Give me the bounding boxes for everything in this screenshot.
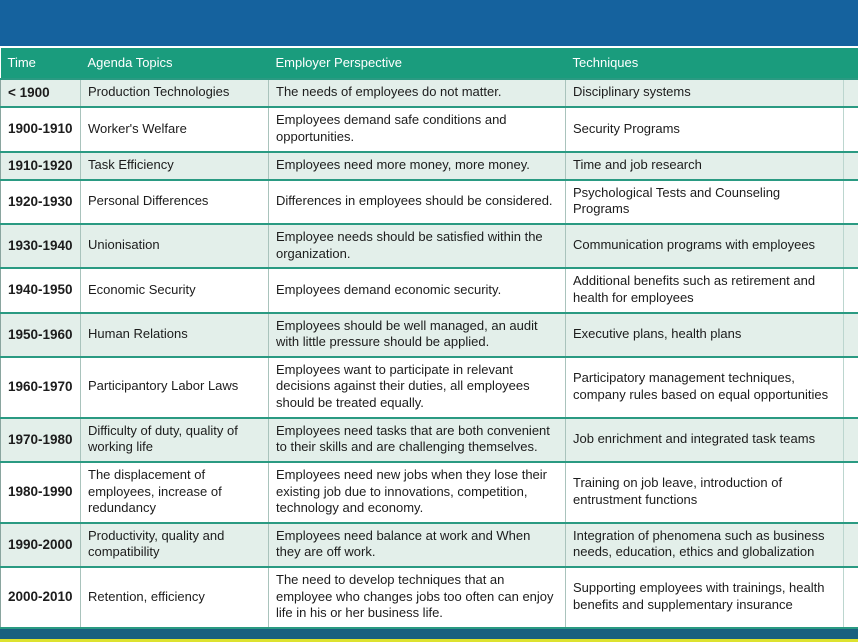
cell-employer: Employees need balance at work and When … — [268, 521, 566, 568]
cell-agenda: Worker's Welfare — [80, 106, 269, 152]
cell-agenda: Retention, efficiency — [80, 566, 269, 627]
table-row: 1970-1980 Difficulty of duty, quality of … — [0, 416, 858, 462]
cell-agenda: Task Efficiency — [80, 150, 269, 180]
cell-employer: The need to develop techniques that an e… — [268, 566, 566, 627]
table-row: 1990-2000 Productivity, quality and compa… — [0, 521, 858, 568]
cell-filler — [843, 150, 858, 180]
cell-employer: Employees should be well managed, an aud… — [268, 311, 566, 357]
cell-techniques: Training on job leave, introduction of e… — [565, 460, 844, 523]
cell-employer: Employees want to participate in relevan… — [268, 355, 566, 418]
divider — [0, 627, 858, 629]
table-row: < 1900 Production Technologies The needs o… — [0, 77, 858, 108]
cell-techniques: Participatory management techniques, com… — [565, 355, 844, 418]
cell-techniques: Additional benefits such as retirement a… — [565, 267, 844, 313]
table-row: 1940-1950 Economic Security Employees dema… — [0, 267, 858, 313]
cell-time: 1910-1920 — [0, 150, 81, 180]
cell-filler — [843, 223, 858, 269]
column-header-techniques: Techniques — [565, 48, 844, 80]
cell-time: 1930-1940 — [0, 223, 81, 269]
cell-agenda: Unionisation — [80, 223, 269, 269]
cell-agenda: The displacement of employees, increase … — [80, 460, 269, 523]
cell-filler — [843, 311, 858, 357]
cell-filler — [843, 460, 858, 523]
cell-techniques: Integration of phenomena such as busines… — [565, 521, 844, 568]
cell-employer: The needs of employees do not matter. — [268, 77, 566, 108]
table-row: 1910-1920 Task Efficiency Employees need m… — [0, 150, 858, 180]
column-header-employer-perspective: Employer Perspective — [268, 48, 566, 80]
table-row: 1920-1930 Personal Differences Differences… — [0, 178, 858, 225]
cell-time: 1970-1980 — [0, 416, 81, 462]
table-row: 1930-1940 Unionisation Employee needs shou… — [0, 223, 858, 269]
cell-time: 1940-1950 — [0, 267, 81, 313]
cell-employer: Employees need more money, more money. — [268, 150, 566, 180]
cell-filler — [843, 178, 858, 225]
cell-time: 1950-1960 — [0, 311, 81, 357]
top-banner-bar — [0, 0, 858, 46]
cell-employer: Employee needs should be satisfied withi… — [268, 223, 566, 269]
table-row: 1900-1910 Worker's Welfare Employees deman… — [0, 106, 858, 152]
cell-filler — [843, 267, 858, 313]
cell-techniques: Supporting employees with trainings, hea… — [565, 566, 844, 627]
cell-techniques: Executive plans, health plans — [565, 311, 844, 357]
divider — [0, 46, 858, 48]
cell-filler — [843, 77, 858, 108]
cell-time: 1960-1970 — [0, 355, 81, 418]
cell-techniques: Communication programs with employees — [565, 223, 844, 269]
timeline-table-container: Time Agenda Topics Employer Perspective … — [0, 48, 858, 627]
bottom-banner-bar — [0, 629, 858, 639]
cell-agenda: Production Technologies — [80, 77, 269, 108]
table-row: 1950-1960 Human Relations Employees should… — [0, 311, 858, 357]
cell-employer: Employees need new jobs when they lose t… — [268, 460, 566, 523]
cell-agenda: Human Relations — [80, 311, 269, 357]
cell-agenda: Economic Security — [80, 267, 269, 313]
cell-employer: Employees demand safe conditions and opp… — [268, 106, 566, 152]
cell-time: 1900-1910 — [0, 106, 81, 152]
cell-time: 1980-1990 — [0, 460, 81, 523]
cell-time: < 1900 — [0, 77, 81, 108]
table-body: < 1900 Production Technologies The needs o… — [0, 77, 858, 627]
table-header: Time Agenda Topics Employer Perspective … — [0, 48, 858, 80]
cell-techniques: Time and job research — [565, 150, 844, 180]
cell-filler — [843, 355, 858, 418]
cell-filler — [843, 416, 858, 462]
cell-time: 1920-1930 — [0, 178, 81, 225]
cell-techniques: Psychological Tests and Counseling Progr… — [565, 178, 844, 225]
cell-employer: Differences in employees should be consi… — [268, 178, 566, 225]
table-row: 1960-1970 Participantory Labor Laws Employ… — [0, 355, 858, 418]
cell-time: 2000-2010 — [0, 566, 81, 627]
header-row: Time Agenda Topics Employer Perspective … — [0, 48, 858, 80]
cell-agenda: Difficulty of duty, quality of working l… — [80, 416, 269, 462]
column-header-time: Time — [0, 48, 81, 80]
cell-employer: Employees need tasks that are both conve… — [268, 416, 566, 462]
cell-techniques: Disciplinary systems — [565, 77, 844, 108]
hr-history-table: Time Agenda Topics Employer Perspective … — [0, 48, 858, 627]
column-header-filler — [843, 48, 858, 80]
cell-filler — [843, 106, 858, 152]
cell-filler — [843, 566, 858, 627]
column-header-agenda-topics: Agenda Topics — [80, 48, 269, 80]
bottom-accent-line — [0, 639, 858, 642]
cell-agenda: Productivity, quality and compatibility — [80, 521, 269, 568]
cell-agenda: Personal Differences — [80, 178, 269, 225]
cell-techniques: Job enrichment and integrated task teams — [565, 416, 844, 462]
table-row: 2000-2010 Retention, efficiency The need t… — [0, 566, 858, 627]
cell-filler — [843, 521, 858, 568]
table-row: 1980-1990 The displacement of employees, … — [0, 460, 858, 523]
cell-time: 1990-2000 — [0, 521, 81, 568]
cell-techniques: Security Programs — [565, 106, 844, 152]
cell-agenda: Participantory Labor Laws — [80, 355, 269, 418]
cell-employer: Employees demand economic security. — [268, 267, 566, 313]
